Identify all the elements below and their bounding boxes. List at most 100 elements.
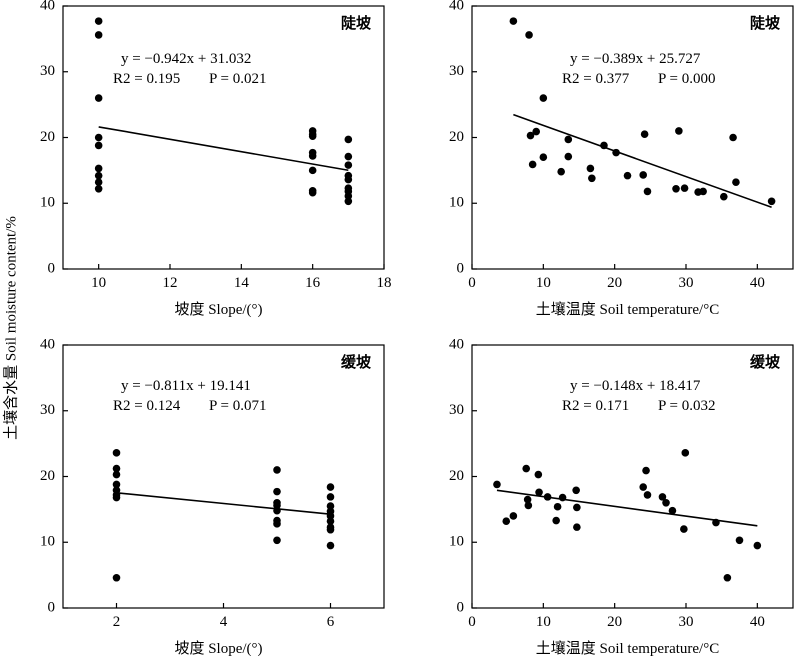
y-tick-label: 10 <box>449 534 464 550</box>
y-tick-label: 40 <box>449 0 464 13</box>
data-point <box>344 161 353 169</box>
y-tick-label: 30 <box>449 63 464 79</box>
data-point <box>535 488 543 497</box>
data-point <box>600 141 608 150</box>
data-point <box>526 131 535 140</box>
y-tick-label: 30 <box>40 63 55 79</box>
x-tick-label: 10 <box>536 614 551 630</box>
data-point <box>753 541 762 550</box>
data-point <box>680 525 688 533</box>
data-point <box>668 506 677 515</box>
data-point <box>273 501 281 510</box>
x-tick-label: 0 <box>468 614 476 630</box>
data-point <box>94 17 103 25</box>
data-point <box>675 127 683 135</box>
chart-panel-2: 0 10 20 30 40 0 10 20 30 40 土壤温度 Soil temperature/… <box>449 0 794 318</box>
data-point <box>643 491 652 499</box>
x-tick-label: 6 <box>327 614 335 630</box>
data-point <box>732 178 740 187</box>
data-point <box>273 506 281 515</box>
data-point <box>767 197 776 206</box>
p-value-label: P = 0.000 <box>658 71 716 87</box>
data-point <box>543 493 552 501</box>
y-tick-label: 0 <box>48 260 56 276</box>
data-point <box>639 171 647 179</box>
regression-line <box>513 113 772 209</box>
x-tick-label: 30 <box>679 614 694 630</box>
data-point <box>94 184 103 193</box>
data-point <box>112 449 121 457</box>
data-point <box>573 503 581 512</box>
y-tick-label: 0 <box>457 599 465 615</box>
y-tick-label: 30 <box>40 402 55 418</box>
data-point <box>681 449 690 457</box>
data-point <box>588 174 596 183</box>
data-point <box>572 486 580 495</box>
panel-title: 缓坡 <box>341 353 371 371</box>
regression-equation: y = −0.942x + 31.032 <box>121 51 251 67</box>
data-point <box>94 31 103 39</box>
panel-title: 缓坡 <box>750 353 780 371</box>
data-point <box>94 94 103 102</box>
data-point <box>94 171 103 180</box>
data-point <box>326 541 335 550</box>
data-point <box>94 178 103 187</box>
data-point <box>326 483 335 491</box>
data-point <box>523 495 532 504</box>
shared-y-axis-label: 土壤含水量 Soil moisture content/% <box>1 216 19 440</box>
y-tick-label: 10 <box>40 534 55 550</box>
data-point <box>308 132 317 140</box>
x-tick-label: 20 <box>607 614 622 630</box>
y-tick-label: 0 <box>457 260 465 276</box>
data-point <box>94 141 103 150</box>
x-tick-label: 10 <box>91 275 106 291</box>
data-point <box>326 517 335 526</box>
data-point <box>112 573 121 582</box>
data-point <box>623 171 632 180</box>
x-axis-label: 坡度 Slope/(°) <box>174 301 262 318</box>
data-point <box>612 148 620 157</box>
x-tick-label: 2 <box>113 614 121 630</box>
panel-title: 陡坡 <box>750 14 780 32</box>
x-tick-label: 18 <box>377 275 392 291</box>
data-point <box>534 470 543 479</box>
r-squared-label: R2 = 0.124 <box>113 398 181 414</box>
y-tick-label: 40 <box>449 336 464 352</box>
data-point <box>502 517 511 526</box>
data-point <box>539 94 548 102</box>
data-point <box>273 536 281 545</box>
data-point <box>308 188 317 197</box>
data-point <box>672 184 680 193</box>
data-point <box>509 512 518 520</box>
p-value-label: P = 0.021 <box>209 71 267 87</box>
data-point <box>642 466 650 475</box>
chart-panel-4: 0 10 20 30 40 0 10 20 30 40 土壤温度 Soil temperature/… <box>449 336 794 656</box>
data-point <box>524 501 533 510</box>
p-value-label: P = 0.032 <box>658 398 716 414</box>
data-point <box>643 187 652 196</box>
chart-panel-3: 0 10 20 30 40 2 4 6 坡度 Slope/(°) 缓坡 y = −0.811x + … <box>40 336 385 656</box>
x-tick-label: 30 <box>679 275 694 291</box>
x-axis-label: 土壤温度 Soil temperature/°C <box>536 300 719 318</box>
data-point <box>680 184 689 192</box>
data-point <box>112 464 121 473</box>
data-point <box>522 464 531 473</box>
x-axis-label: 土壤温度 Soil temperature/°C <box>536 639 719 656</box>
data-point <box>586 164 595 173</box>
data-point <box>735 536 744 545</box>
data-point <box>699 187 707 196</box>
data-point <box>557 167 565 176</box>
y-tick-label: 40 <box>40 0 55 13</box>
y-tick-label: 20 <box>449 468 464 484</box>
p-value-label: P = 0.071 <box>209 398 267 414</box>
data-point <box>525 31 533 39</box>
data-point <box>532 127 540 136</box>
data-point <box>552 516 560 525</box>
y-tick-label: 0 <box>48 599 56 615</box>
x-tick-label: 4 <box>220 614 228 630</box>
x-tick-label: 0 <box>468 275 476 291</box>
data-point <box>112 493 121 502</box>
y-tick-label: 40 <box>40 336 55 352</box>
data-point <box>344 152 353 161</box>
